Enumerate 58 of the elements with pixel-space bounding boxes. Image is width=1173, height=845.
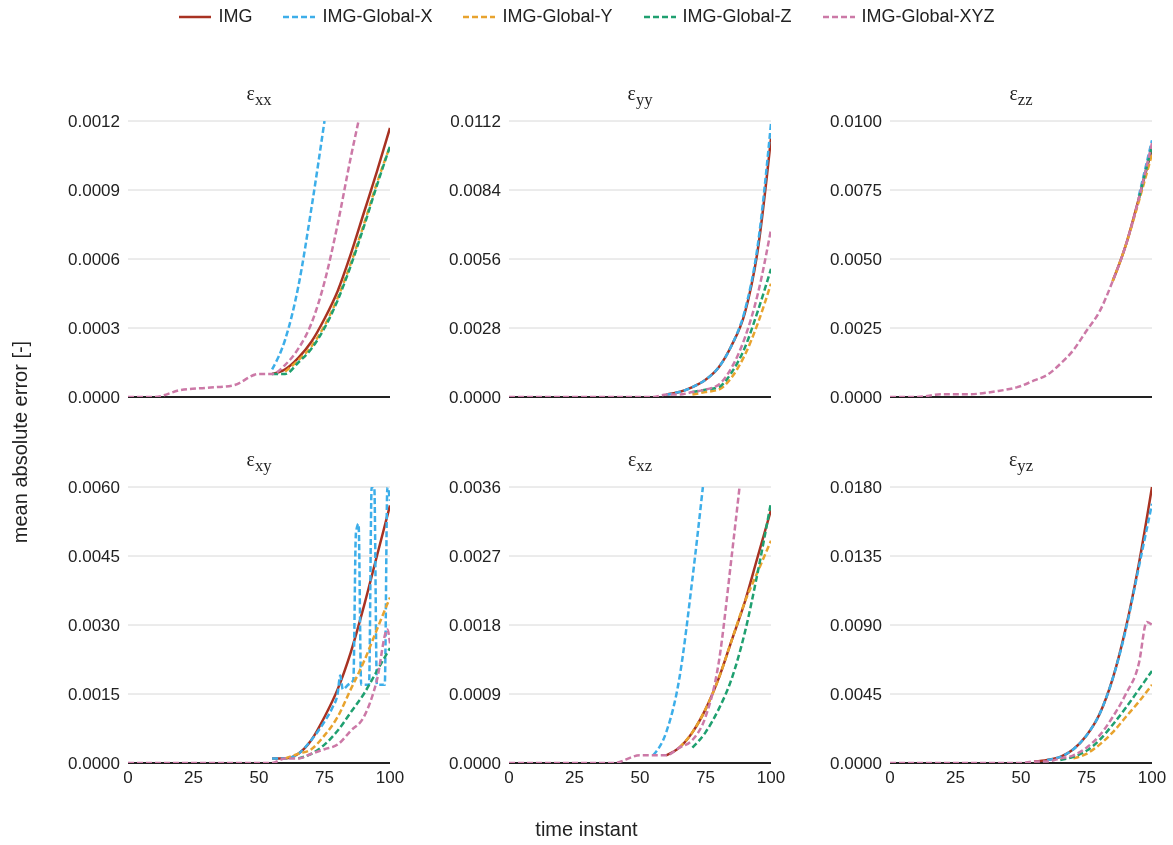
chart-title: ε$_{xz}$ <box>626 448 654 475</box>
chart-title: ε$_{xy}$ <box>245 448 273 475</box>
y-tick-label: 0.0036 <box>449 478 501 498</box>
y-tick-label: 0.0012 <box>68 112 120 132</box>
y-tick-label: 0.0060 <box>68 478 120 498</box>
legend-label: IMG-Global-XYZ <box>861 6 995 27</box>
x-tick-label: 25 <box>565 768 584 788</box>
y-tick-label: 0.0030 <box>68 616 120 636</box>
y-tick-label: 0.0090 <box>830 616 882 636</box>
y-tick-label: 0.0006 <box>68 250 120 270</box>
y-tick-label: 0.0135 <box>830 547 882 567</box>
x-tick-label: 0 <box>123 768 133 788</box>
y-tick-label: 0.0018 <box>449 616 501 636</box>
y-tick-label: 0.0100 <box>830 112 882 132</box>
x-tick-label: 100 <box>375 768 405 788</box>
x-tick-label: 75 <box>696 768 715 788</box>
y-tick-label: 0.0000 <box>68 754 120 774</box>
x-tick-label: 25 <box>946 768 965 788</box>
x-tick-label: 100 <box>756 768 786 788</box>
y-tick-label: 0.0075 <box>830 181 882 201</box>
y-axis-title: mean absolute error [-] <box>8 340 32 544</box>
x-axis-title: time instant <box>534 818 639 841</box>
y-tick-label: 0.0180 <box>830 478 882 498</box>
chart-title: ε$_{yz}$ <box>1007 448 1035 475</box>
y-tick-label: 0.0000 <box>830 388 882 408</box>
y-tick-label: 0.0000 <box>449 388 501 408</box>
y-tick-label: 0.0056 <box>449 250 501 270</box>
x-tick-label: 50 <box>1011 768 1031 788</box>
y-tick-label: 0.0028 <box>449 319 501 339</box>
y-tick-label: 0.0000 <box>449 754 501 774</box>
y-tick-label: 0.0009 <box>449 685 501 705</box>
y-tick-label: 0.0003 <box>68 319 120 339</box>
x-tick-label: 50 <box>630 768 650 788</box>
y-tick-label: 0.0045 <box>830 685 882 705</box>
x-tick-label: 75 <box>1077 768 1096 788</box>
x-tick-label: 50 <box>249 768 269 788</box>
y-tick-label: 0.0027 <box>449 547 501 567</box>
y-tick-label: 0.0015 <box>68 685 120 705</box>
y-tick-label: 0.0025 <box>830 319 882 339</box>
y-tick-label: 0.0050 <box>830 250 882 270</box>
chart-title: ε$_{yy}$ <box>626 82 654 109</box>
y-tick-label: 0.0112 <box>450 112 501 132</box>
y-tick-label: 0.0084 <box>449 181 501 201</box>
x-tick-label: 75 <box>315 768 334 788</box>
x-tick-label: 100 <box>1137 768 1167 788</box>
legend-label: IMG-Global-X <box>322 6 433 27</box>
y-tick-label: 0.0000 <box>830 754 882 774</box>
legend-label: IMG <box>218 6 253 27</box>
x-tick-label: 25 <box>184 768 203 788</box>
x-tick-label: 0 <box>504 768 514 788</box>
y-tick-label: 0.0009 <box>68 181 120 201</box>
y-tick-label: 0.0045 <box>68 547 120 567</box>
legend-label: IMG-Global-Y <box>502 6 613 27</box>
chart-title: ε$_{zz}$ <box>1008 82 1034 109</box>
chart-title: ε$_{xx}$ <box>245 82 273 109</box>
x-tick-label: 0 <box>885 768 895 788</box>
y-tick-label: 0.0000 <box>68 388 120 408</box>
legend-label: IMG-Global-Z <box>682 6 792 27</box>
